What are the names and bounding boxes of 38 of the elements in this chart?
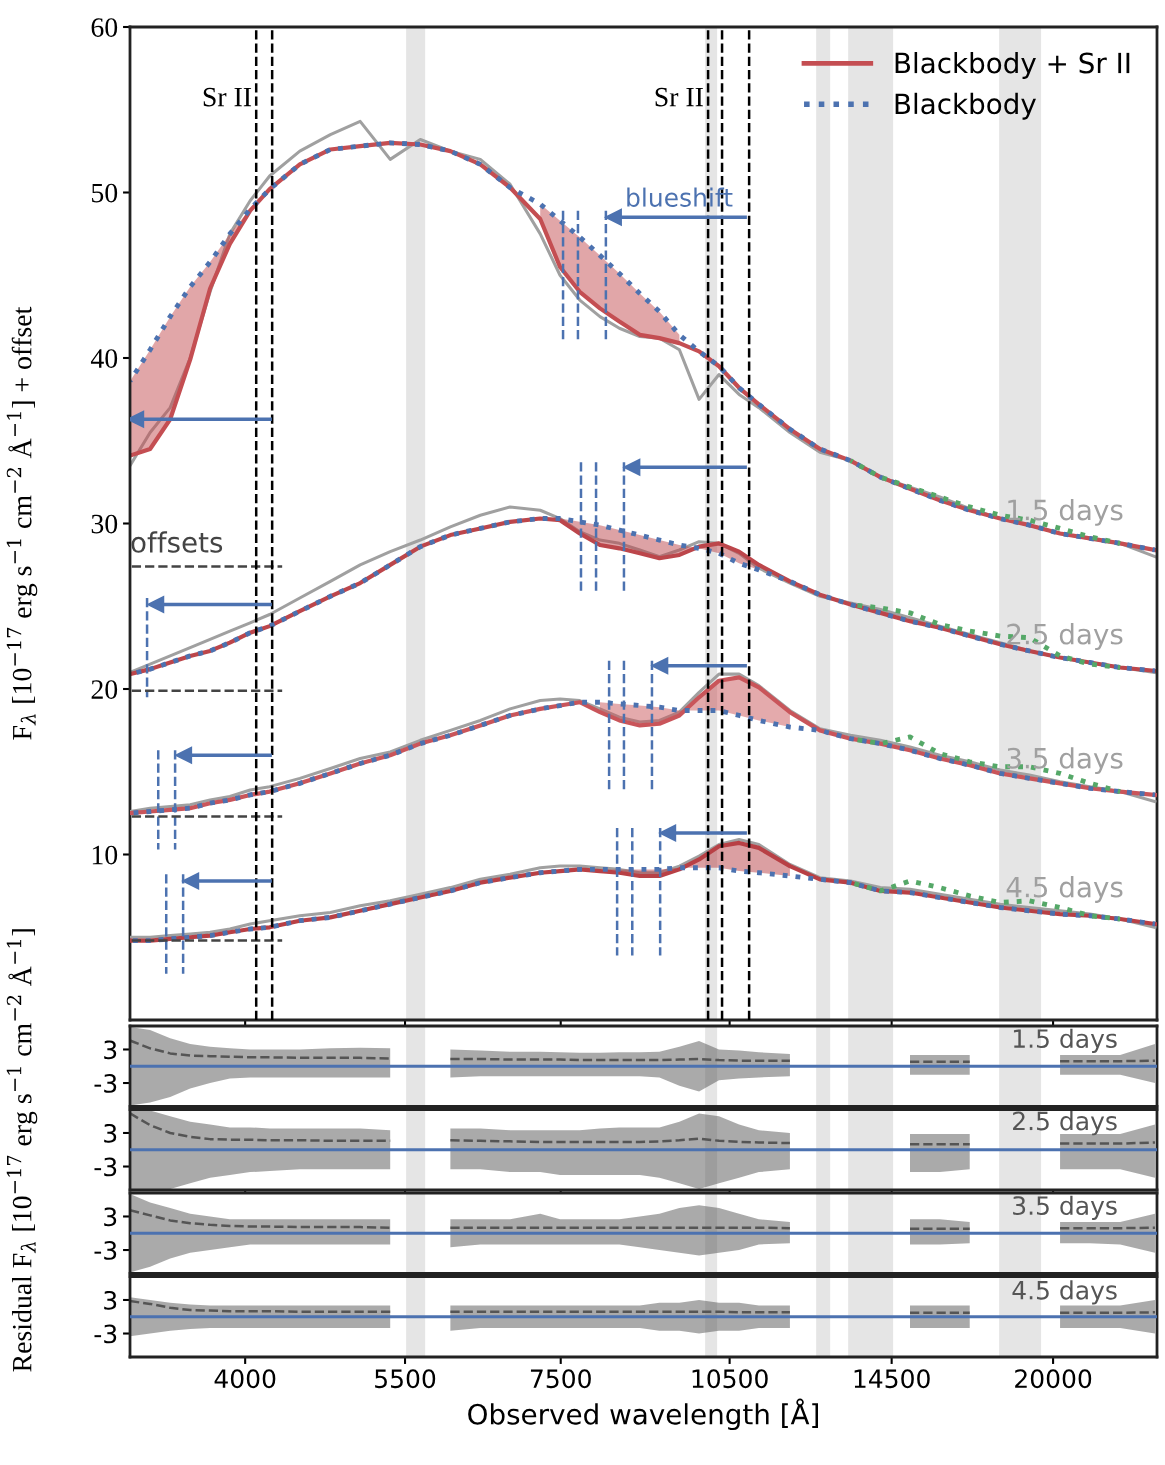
x-tick-label: 20000 <box>1015 1369 1092 1389</box>
ref-line-label: Sr II <box>203 87 252 107</box>
series-label: blueshift <box>627 187 733 207</box>
y-tick-label: 3 <box>104 1040 117 1060</box>
line-series <box>848 458 1123 546</box>
y-tick-label: 30 <box>91 514 118 534</box>
text: F$_{λ}$ [10$^{−17}$ erg s$^{−1}$ cm$^{−2}$ Å$^{−1}$] + offset <box>6 306 38 740</box>
series-label: 3.5 days <box>1007 747 1123 775</box>
y-tick-label: 3 <box>104 1123 117 1143</box>
series-label: 4.5 days <box>1012 1280 1117 1305</box>
series-label: 3.5 days <box>1013 1195 1117 1220</box>
x-tick-label: 7500 <box>530 1369 591 1389</box>
x-axis-title: Observed wavelength [Å] <box>468 1398 818 1431</box>
series-label: 1.5 days <box>1008 498 1123 526</box>
y-tick-label: 3 <box>104 1290 117 1310</box>
ref-line-label: Sr II <box>655 87 703 107</box>
y-tick-label: -3 <box>94 1324 117 1344</box>
y-tick-label: -3 <box>94 1157 117 1177</box>
x-tick-label: 10500 <box>692 1369 768 1389</box>
y-tick-label: 40 <box>90 349 118 368</box>
x-tick-label: 5500 <box>375 1369 436 1389</box>
y-tick-label: -3 <box>94 1073 117 1093</box>
text: Residual F$_{λ}$ [10$^{−17}$ erg s$^{−1}$ cm$^{−2}$ Å$^{−1}$] <box>6 929 38 1372</box>
y-tick-label: 20 <box>91 680 118 699</box>
legend-label: Blackbody <box>895 92 1036 120</box>
y-tick-label: 10 <box>92 845 118 865</box>
y-tick-label: 50 <box>92 183 118 203</box>
x-tick-label: 14500 <box>854 1369 930 1389</box>
series-label: 1.5 days <box>1013 1028 1117 1053</box>
y-tick-label: 3 <box>104 1207 117 1227</box>
y-tick-label: -3 <box>94 1240 117 1260</box>
y-tick-label: 60 <box>91 18 118 37</box>
series-label: 2.5 days <box>1013 1111 1117 1136</box>
series-label: offsets <box>131 531 223 553</box>
legend-label: Blackbody + Sr II <box>895 52 1130 79</box>
x-tick-label: 4000 <box>214 1369 276 1389</box>
series-label: 4.5 days <box>1006 876 1123 903</box>
series-label: 2.5 days <box>1007 623 1123 650</box>
